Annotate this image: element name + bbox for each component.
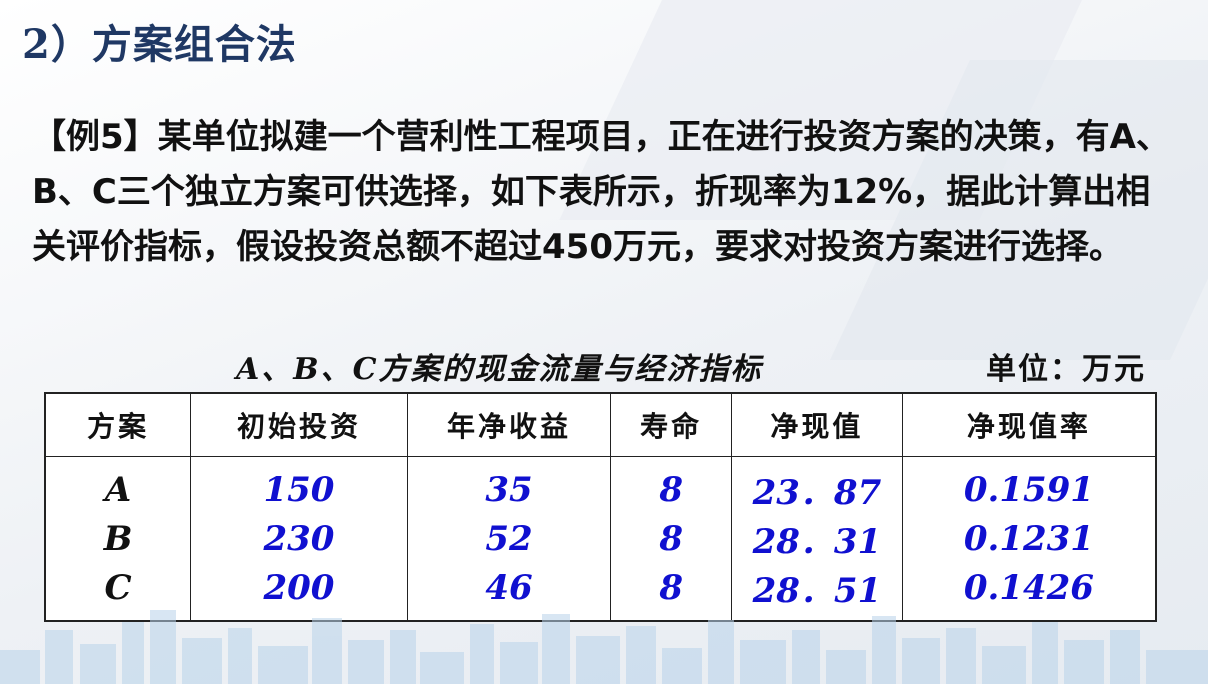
- table-caption-title: A、B、C方案的现金流量与经济指标: [236, 352, 763, 387]
- city-skyline-decoration: [0, 610, 1208, 684]
- cell-initial-investment: 230: [190, 514, 408, 563]
- cell-npv-ratio: 0.1591: [901, 456, 1157, 514]
- cell-initial-investment: 150: [190, 456, 408, 514]
- header-plan: 方案: [44, 392, 192, 457]
- table-caption: A、B、C方案的现金流量与经济指标 单位：万元: [236, 344, 1156, 387]
- cell-lifespan: 8: [610, 456, 733, 514]
- cell-plan: A: [44, 456, 192, 514]
- cell-lifespan: 8: [610, 563, 733, 621]
- table-header-row: 方案 初始投资 年净收益 寿命 净现值 净现值率: [44, 392, 1157, 457]
- table-row: B 230 52 8 28．31 0.1231: [44, 514, 1157, 563]
- cell-annual-net-income: 46: [406, 563, 612, 621]
- header-annual-net-income: 年净收益: [406, 392, 612, 457]
- cell-npv-ratio: 0.1231: [901, 514, 1157, 563]
- cell-npv: 23．87: [731, 456, 903, 514]
- slide-title: 2）方案组合法: [22, 21, 297, 68]
- table-row: A 150 35 8 23．87 0.1591: [44, 456, 1157, 514]
- cell-annual-net-income: 52: [406, 514, 612, 563]
- header-npv: 净现值: [731, 392, 903, 457]
- header-npv-ratio: 净现值率: [901, 392, 1157, 457]
- cell-initial-investment: 200: [190, 563, 408, 621]
- cell-lifespan: 8: [610, 514, 733, 563]
- problem-statement: 【例5】某单位拟建一个营利性工程项目，正在进行投资方案的决策，有A、B、C三个独…: [32, 117, 1170, 267]
- cell-plan: B: [44, 514, 192, 563]
- header-initial-investment: 初始投资: [190, 392, 408, 457]
- cell-npv: 28．31: [731, 514, 903, 563]
- table-unit-label: 单位：万元: [986, 352, 1146, 387]
- investment-table: 方案 初始投资 年净收益 寿命 净现值 净现值率 A 150 35 8 23．8…: [44, 392, 1157, 622]
- cell-npv-ratio: 0.1426: [901, 563, 1157, 621]
- header-lifespan: 寿命: [610, 392, 733, 457]
- cell-annual-net-income: 35: [406, 456, 612, 514]
- table-row: C 200 46 8 28．51 0.1426: [44, 563, 1157, 621]
- cell-npv: 28．51: [731, 563, 903, 621]
